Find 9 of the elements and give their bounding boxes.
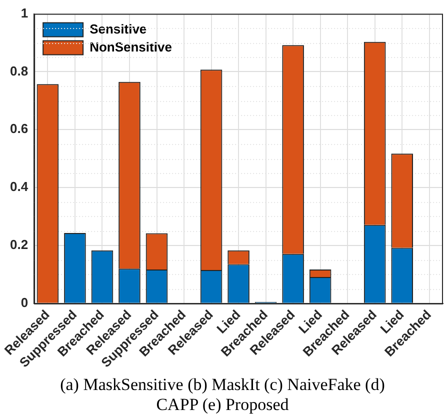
y-tick-label: 0.8 bbox=[10, 63, 28, 78]
y-tick-label: 0 bbox=[20, 294, 28, 310]
legend-label: NonSensitive bbox=[90, 39, 172, 54]
x-axis-title: (a) MaskSensitive (b) MaskIt (c) NaiveFake (d) CAPP (e) Proposed bbox=[59, 375, 386, 415]
y-tick-label: 0.4 bbox=[10, 179, 29, 194]
y-tick-label: 1 bbox=[20, 5, 28, 20]
legend-label: Sensitive bbox=[90, 21, 147, 36]
y-tick-label: 0.6 bbox=[10, 121, 28, 136]
y-tick-label: 0.2 bbox=[10, 237, 28, 252]
